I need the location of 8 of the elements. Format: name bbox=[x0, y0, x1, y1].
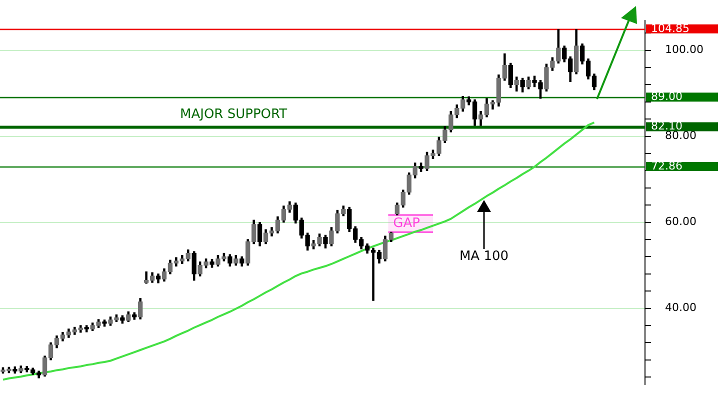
annotation: MAJOR SUPPORT bbox=[180, 107, 288, 122]
y-tick-label: 80.00 bbox=[665, 129, 696, 142]
ref-line-label: 104.85 bbox=[651, 22, 690, 35]
text: MA 100 bbox=[459, 248, 509, 264]
band-label: GAP bbox=[393, 216, 420, 231]
y-tick-label: 100.00 bbox=[665, 43, 704, 56]
y-tick-label: 40.00 bbox=[665, 301, 696, 314]
y-tick-label: 60.00 bbox=[665, 215, 696, 228]
